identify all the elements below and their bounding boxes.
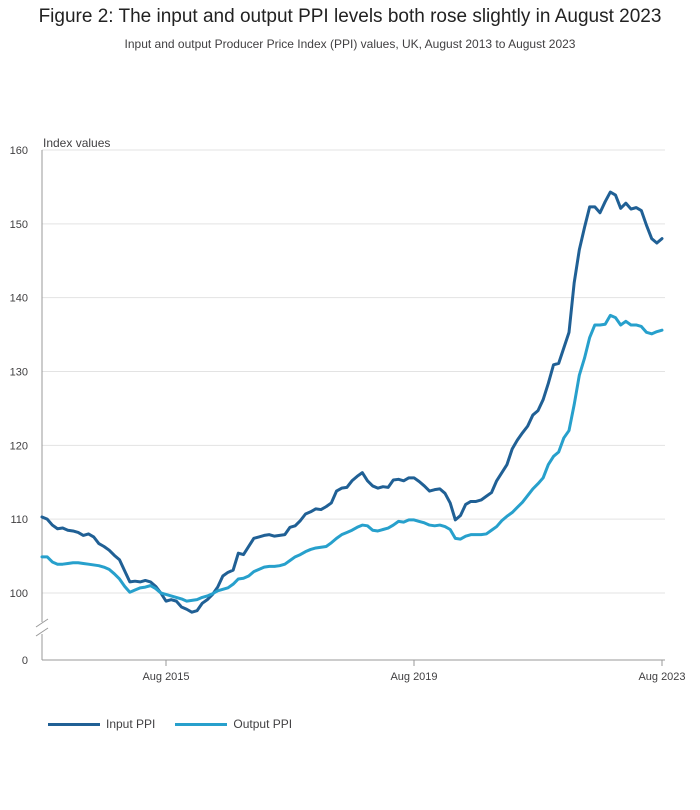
series-line-input-ppi[interactable] <box>40 190 664 614</box>
axis-break-mark <box>35 618 49 637</box>
legend-label-input: Input PPI <box>106 717 156 731</box>
y-tick-label: 110 <box>10 514 28 526</box>
y-tick-label: 160 <box>10 145 28 157</box>
y-tick-label: 140 <box>10 293 28 305</box>
y-axis-ticks: 0 100 110 120 130 140 150 160 <box>10 145 28 667</box>
y-axis-label: Index values <box>43 136 110 150</box>
y-tick-label: 150 <box>10 219 28 231</box>
x-tick-label: Aug 2015 <box>142 671 189 683</box>
legend-swatch-input <box>48 722 100 726</box>
y-tick-label: 120 <box>10 440 28 452</box>
legend-item-output-ppi[interactable]: Output PPI <box>175 717 292 731</box>
y-tick-label: 100 <box>10 588 28 600</box>
y-tick-label: 0 <box>22 655 28 667</box>
series-lines <box>40 190 664 614</box>
x-tick-label: Aug 2019 <box>390 671 437 683</box>
legend-item-input-ppi[interactable]: Input PPI <box>48 717 155 731</box>
chart-title: Figure 2: The input and output PPI level… <box>38 6 662 27</box>
gridlines <box>42 149 665 594</box>
legend-label-output: Output PPI <box>233 717 293 731</box>
legend: Input PPI Output PPI <box>48 717 312 731</box>
x-tick-label: Aug 2023 <box>638 671 685 683</box>
x-axis-ticks: Aug 2015 Aug 2019 Aug 2023 <box>142 660 686 683</box>
legend-swatch-output <box>175 722 228 726</box>
chart-subtitle: Input and output Producer Price Index (P… <box>124 37 576 51</box>
y-tick-label: 130 <box>10 367 28 379</box>
series-line-output-ppi[interactable] <box>40 313 664 603</box>
